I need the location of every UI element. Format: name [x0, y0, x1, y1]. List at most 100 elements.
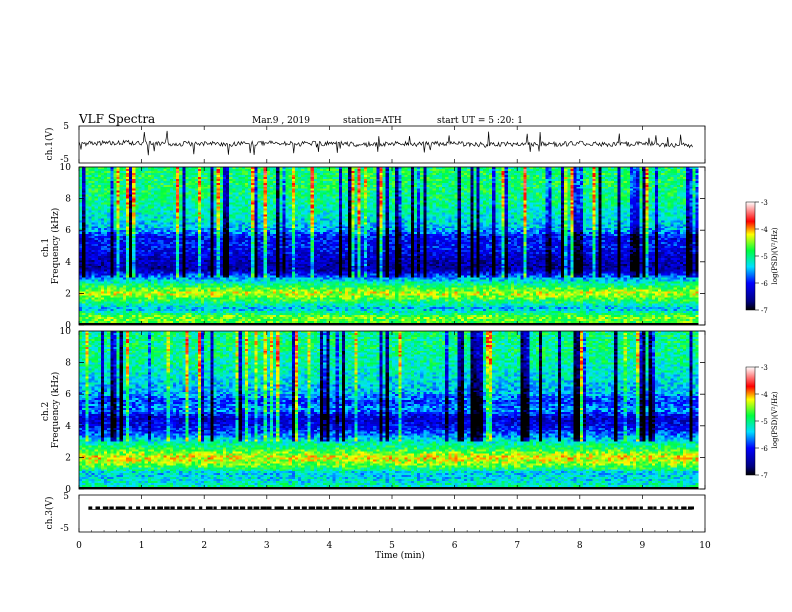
time-tick-label: 3 — [264, 541, 270, 551]
spectrogram-pixels — [79, 331, 705, 489]
time-tick-label: 4 — [327, 541, 333, 551]
colorbar-tick-label: -5 — [761, 253, 768, 261]
pulse — [570, 506, 575, 510]
pulse — [227, 506, 232, 510]
ch1-waveform-ylabel: ch.1(V) — [44, 128, 55, 161]
pulse — [595, 506, 601, 510]
pulse — [308, 506, 316, 510]
freq-tick-label: 0 — [65, 485, 71, 495]
pulse — [527, 506, 532, 510]
pulse — [157, 506, 163, 510]
colorbar-tick-label: -3 — [761, 199, 768, 207]
station-label: station=ATH — [343, 116, 402, 126]
pulse — [607, 506, 613, 510]
x-axis-label: Time (min) — [375, 550, 425, 561]
freq-tick-label: 6 — [65, 226, 71, 236]
ch2-frequency-label: Frequency (kHz) — [50, 372, 61, 449]
pulse — [128, 506, 133, 510]
pulse — [191, 506, 195, 510]
freq-tick-label: 10 — [60, 163, 72, 173]
time-tick-label: 9 — [640, 541, 646, 551]
ch3-waveform-panel: 5 -5 ch.3(V) — [44, 492, 706, 534]
pulse — [151, 506, 156, 510]
pulse — [419, 506, 427, 510]
pulse — [385, 506, 392, 510]
pulse — [280, 506, 284, 510]
pulse — [500, 506, 505, 510]
pulse — [293, 506, 300, 510]
pulse — [136, 506, 141, 510]
pulse — [681, 506, 687, 510]
freq-tick-label: 4 — [65, 258, 71, 268]
ch1-colorbar — [745, 201, 756, 311]
pulse — [472, 506, 477, 510]
pulse — [364, 506, 372, 510]
time-axis: 0 1 2 3 4 5 6 7 8 9 10 — [76, 126, 711, 551]
pulse — [439, 506, 445, 510]
pulse — [115, 506, 123, 510]
pulse — [493, 506, 500, 510]
pulse — [516, 506, 521, 510]
pulse — [433, 506, 440, 510]
colorbar-tick-label: -4 — [761, 391, 768, 399]
pulse — [379, 506, 385, 510]
ch1-ytick-bottom: -5 — [60, 155, 69, 165]
pulse — [102, 506, 109, 510]
pulse — [184, 506, 191, 510]
pulse — [198, 506, 203, 510]
pulse — [323, 506, 329, 510]
pulse — [508, 506, 513, 510]
ch1-waveform-trace — [78, 130, 693, 156]
pulse — [602, 506, 606, 510]
pulse — [619, 506, 624, 510]
freq-tick-label: 8 — [65, 195, 71, 205]
colorbar-tick-label: -3 — [761, 364, 768, 372]
pulse — [239, 506, 246, 510]
ch1-ytick-top: 5 — [63, 122, 69, 132]
pulse — [647, 506, 653, 510]
ch1-waveform-panel: 5 -5 ch.1(V) — [44, 122, 706, 165]
ch3-ytick-top: 5 — [63, 492, 69, 502]
ch1-colorbar-label: log(PSD)(V²/Hz) — [771, 227, 779, 284]
ch2-channel-label: ch.2 — [41, 402, 51, 421]
pulse — [143, 506, 150, 510]
colorbar-tick-label: -7 — [761, 472, 768, 480]
ch2-spectrogram-ylabel: ch.2 Frequency (kHz) — [41, 372, 61, 449]
ch1-spectrogram-ylabel: ch.1 Frequency (kHz) — [41, 208, 61, 285]
pulse — [164, 506, 170, 510]
figure-title: VLF Spectra — [78, 112, 155, 126]
time-tick-label: 6 — [452, 541, 458, 551]
colorbar-tick-label: -5 — [761, 418, 768, 426]
pulse — [266, 506, 272, 510]
colorbar-tick-label: -4 — [761, 226, 768, 234]
pulse — [583, 506, 590, 510]
spectrogram-pixels — [79, 167, 705, 325]
ch2-spectrogram-image — [79, 331, 705, 489]
colorbar-tick-label: -6 — [761, 445, 768, 453]
pulse — [398, 506, 405, 510]
freq-tick-label: 6 — [65, 390, 71, 400]
pulse — [301, 506, 307, 510]
ch1-frequency-label: Frequency (kHz) — [50, 208, 61, 285]
ch2-colorbar-label: log(PSD)(V²/Hz) — [771, 391, 779, 448]
pulse — [459, 506, 466, 510]
freq-tick-label: 0 — [65, 321, 71, 331]
pulse — [337, 506, 344, 510]
pulse — [274, 506, 282, 510]
pulse — [653, 506, 657, 510]
pulse — [543, 506, 548, 510]
pulse — [345, 506, 351, 510]
pulse — [486, 506, 493, 510]
pulse — [625, 506, 633, 510]
ch3-pulse-train — [88, 506, 695, 510]
pulse — [466, 506, 473, 510]
pulse — [331, 506, 338, 510]
pulse — [213, 506, 217, 510]
pulse — [577, 506, 581, 510]
time-tick-label: 5 — [389, 541, 395, 551]
pulse — [392, 506, 396, 510]
colorbar-tick-label: -7 — [761, 307, 768, 315]
pulse — [660, 506, 664, 510]
time-tick-label: 2 — [201, 541, 207, 551]
